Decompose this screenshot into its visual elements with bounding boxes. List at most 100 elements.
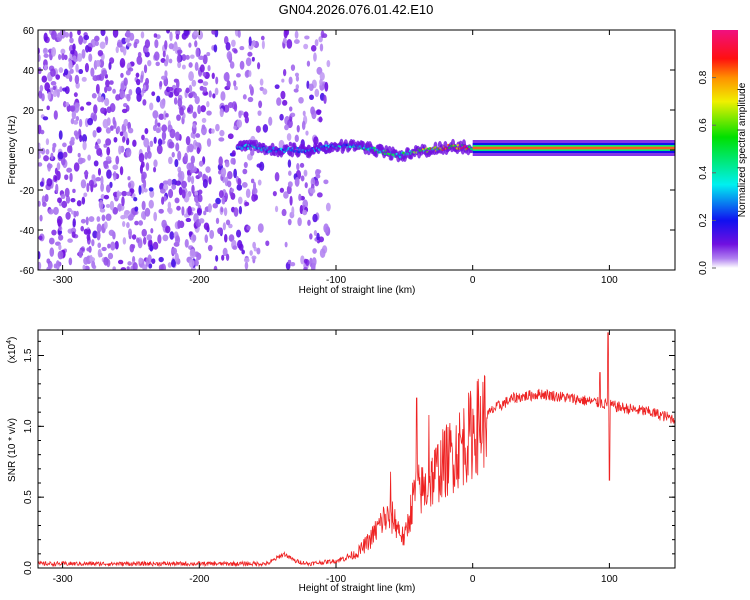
spectrogram-cell xyxy=(279,187,285,193)
spectrogram-cell xyxy=(256,163,262,168)
spectrogram-cell xyxy=(314,39,319,47)
spectrogram-cell xyxy=(83,228,89,235)
spectrogram-cell xyxy=(257,179,262,186)
spectrogram-cell xyxy=(99,58,105,68)
spectrogram-cell xyxy=(82,264,86,270)
spectrogram-cell xyxy=(138,257,143,264)
spectrogram-cell xyxy=(244,70,250,78)
spectrogram-cell xyxy=(213,44,218,53)
spectrogram-cell xyxy=(188,231,193,237)
spectrogram-cell xyxy=(112,30,119,38)
spectrogram-cell xyxy=(126,266,130,270)
spectrogram-cell xyxy=(68,257,73,266)
spectrogram-cell xyxy=(319,78,323,86)
spectrogram-cell xyxy=(287,218,292,226)
spectrogram-cell xyxy=(219,129,225,137)
spectrogram-cell xyxy=(169,31,173,42)
spectrogram-cell xyxy=(202,86,208,93)
spectrogram-cell xyxy=(173,97,178,105)
spectrogram-cell xyxy=(192,111,197,119)
snr-series-line xyxy=(38,332,675,568)
spectrogram-cell xyxy=(110,241,116,251)
spectrogram-cell xyxy=(303,43,309,50)
spectrogram-cell xyxy=(103,221,108,230)
spectrogram-cell xyxy=(92,230,98,239)
spectrogram-cell xyxy=(88,216,95,223)
spectrogram-cell xyxy=(212,202,218,209)
spectrogram-cell xyxy=(245,57,252,67)
spectrogram-cell xyxy=(171,258,176,268)
spectrogram-cell xyxy=(153,166,157,173)
spectrogram-cell xyxy=(159,182,165,191)
spectrogram-cell xyxy=(213,265,218,270)
spectrogram-cell xyxy=(60,48,66,55)
spectrogram-cell xyxy=(237,196,243,205)
spectrogram-cell xyxy=(177,61,182,69)
x-tick-label: 0 xyxy=(470,574,476,585)
spectrogram-cell xyxy=(138,220,144,226)
spectrogram-cell xyxy=(242,94,247,100)
spectrogram-cell xyxy=(217,227,223,235)
x-tick-label: -300 xyxy=(53,275,73,286)
spectrogram-cell xyxy=(286,38,293,49)
spectrogram-cell xyxy=(169,231,175,240)
spectrogram-cell xyxy=(96,147,103,156)
spectrogram-cell xyxy=(181,180,187,189)
snr-frame xyxy=(37,329,676,569)
snr-scale-base: (x10 xyxy=(7,343,18,363)
spectrogram-cell xyxy=(309,188,316,194)
spectrogram-cell xyxy=(135,72,140,78)
spectrogram-cell xyxy=(105,213,112,221)
spectrogram-cell xyxy=(54,175,58,182)
spectrogram-cell xyxy=(38,67,42,75)
spectrogram-cell xyxy=(148,187,154,192)
spectrogram-cell xyxy=(250,178,255,184)
colorbar-tick-label: 0.8 xyxy=(698,70,709,84)
spectrogram-cell xyxy=(295,84,300,90)
spectrogram-cell xyxy=(293,39,300,44)
spectrogram-cell xyxy=(290,262,296,267)
spectrogram-cell xyxy=(233,80,237,87)
spectrogram-cell xyxy=(38,162,43,167)
spectrogram-cell xyxy=(156,144,163,155)
spectrogram-cell xyxy=(136,237,140,243)
spectrogram-cell xyxy=(143,188,148,193)
spectrogram-cell xyxy=(226,80,231,89)
spectrogram-cell xyxy=(185,217,192,223)
spectrogram-cell xyxy=(131,234,137,240)
colorbar-axis: 0.0 0.2 0.4 0.6 0.8 xyxy=(698,70,716,275)
spectrogram-cell xyxy=(144,128,149,135)
spectrogram-cell xyxy=(209,229,215,239)
spectrogram-cell xyxy=(120,72,124,78)
spectrogram-cell xyxy=(58,244,62,251)
y-tick-label: -40 xyxy=(20,226,35,237)
spectrogram-cell xyxy=(252,39,256,47)
spectrogram-cell xyxy=(70,50,75,55)
spectrogram-cell xyxy=(56,89,60,98)
spectrogram-cell xyxy=(64,32,70,38)
spectrogram-cell xyxy=(202,71,207,77)
spectrogram-cell xyxy=(57,218,62,227)
spectrogram-cell xyxy=(43,53,49,58)
spectrogram-cell xyxy=(248,84,253,90)
spectrogram-cell xyxy=(95,176,102,182)
spectrogram-cell xyxy=(103,160,109,169)
spectrogram-cell xyxy=(126,191,132,196)
spectrogram-cell xyxy=(208,176,212,185)
spectrogram-cell xyxy=(181,64,186,70)
x-tick-label: -300 xyxy=(53,574,73,585)
spectrogram-cell xyxy=(201,117,207,123)
spectrogram-cell xyxy=(45,138,50,146)
spectrogram-cell xyxy=(134,206,139,212)
spectrogram-cell xyxy=(168,141,175,149)
spectrogram-cell xyxy=(152,110,159,119)
spectrogram-cell xyxy=(46,266,51,270)
spectrogram-cell xyxy=(140,74,144,83)
spectrogram-cell xyxy=(219,108,224,118)
spectrogram-cell xyxy=(73,162,80,172)
snr-scale-exp: 4 xyxy=(6,340,13,344)
spectrogram-cell xyxy=(94,35,100,42)
spectrogram-cell xyxy=(112,116,116,125)
spectrogram-cell xyxy=(160,188,166,194)
spectrogram-cell xyxy=(46,163,53,169)
